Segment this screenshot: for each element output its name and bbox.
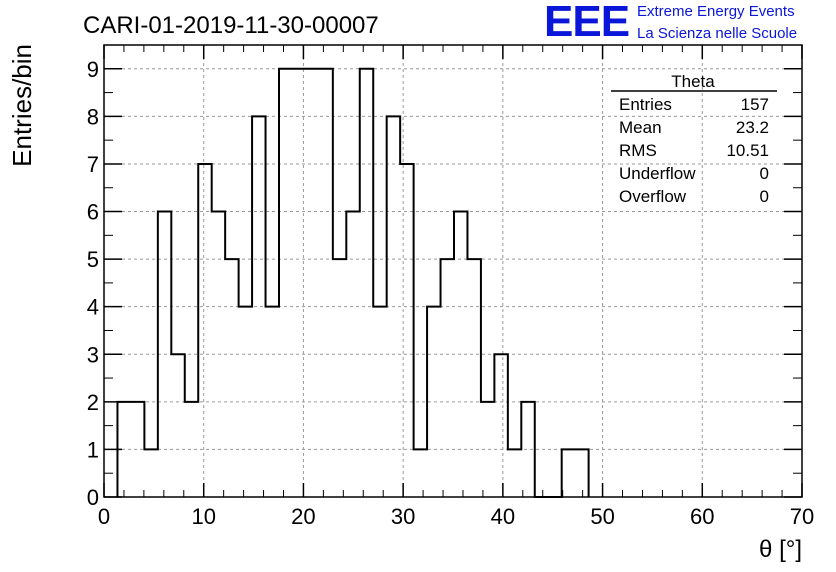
eee-logo-line1: Extreme Energy Events xyxy=(637,3,795,20)
y-tick-label: 2 xyxy=(87,390,99,415)
histogram-bin xyxy=(333,259,346,497)
histogram-outline xyxy=(116,67,590,498)
x-tick-label: 0 xyxy=(98,504,110,529)
stats-box: Theta Entries 157 Mean 23.2 RMS 10.51 Underflo… xyxy=(611,72,777,206)
y-tick-label: 4 xyxy=(87,295,99,320)
histogram-bin xyxy=(575,449,588,497)
stats-value: 157 xyxy=(741,95,769,114)
x-tick-label: 40 xyxy=(491,504,515,529)
x-tick-label: 30 xyxy=(391,504,415,529)
y-axis-label: Entries/bin xyxy=(7,44,37,167)
plot-frame xyxy=(103,44,803,498)
stats-label: Underflow xyxy=(619,164,696,183)
stats-label: RMS xyxy=(619,141,657,160)
stats-value: 10.51 xyxy=(726,141,769,160)
histogram-bin xyxy=(467,259,480,497)
histogram-bin xyxy=(494,354,507,497)
histogram-bin xyxy=(292,69,305,497)
eee-logo: EEE xyxy=(544,0,630,46)
histogram-bin xyxy=(225,259,238,497)
y-tick-label: 5 xyxy=(87,247,99,272)
histogram-bin xyxy=(319,69,332,497)
x-tick-label: 50 xyxy=(590,504,614,529)
stats-label: Entries xyxy=(619,95,672,114)
y-tick-label: 7 xyxy=(87,152,99,177)
y-tick-label: 3 xyxy=(87,342,99,367)
x-tick-label: 70 xyxy=(790,504,814,529)
x-tick-label: 60 xyxy=(690,504,714,529)
y-tick-label: 8 xyxy=(87,104,99,129)
histogram-bin xyxy=(279,69,292,497)
histogram-bin xyxy=(414,449,427,497)
axis-ticks: 0 10 20 30 40 50 60 70 0 1 2 3 4 5 6 7 8 9 xyxy=(87,44,814,529)
histogram-bin xyxy=(562,449,575,497)
histogram-bin xyxy=(171,354,184,497)
grid-lines xyxy=(104,45,802,497)
y-tick-label: 6 xyxy=(87,200,99,225)
histogram-bin xyxy=(360,69,373,497)
histogram-bin xyxy=(508,449,521,497)
x-tick-label: 10 xyxy=(191,504,215,529)
histogram-bin xyxy=(306,69,319,497)
histogram-bin xyxy=(144,449,157,497)
stats-title: Theta xyxy=(671,72,715,91)
stats-value: 23.2 xyxy=(736,118,769,137)
stats-value: 0 xyxy=(760,187,769,206)
y-tick-label: 0 xyxy=(87,485,99,510)
histogram-bin xyxy=(198,164,211,497)
stats-value: 0 xyxy=(760,164,769,183)
stats-label: Mean xyxy=(619,118,662,137)
histogram-bars xyxy=(117,69,588,497)
stats-label: Overflow xyxy=(619,187,687,206)
y-tick-label: 9 xyxy=(87,57,99,82)
x-tick-label: 20 xyxy=(291,504,315,529)
histogram-bin xyxy=(441,259,454,497)
eee-logo-line2: La Scienza nelle Scuole xyxy=(637,25,798,42)
chart-title: CARI-01-2019-11-30-00007 xyxy=(83,12,379,39)
x-axis-label: θ [°] xyxy=(759,536,802,563)
histogram-bin xyxy=(400,164,413,497)
y-tick-label: 1 xyxy=(87,437,99,462)
